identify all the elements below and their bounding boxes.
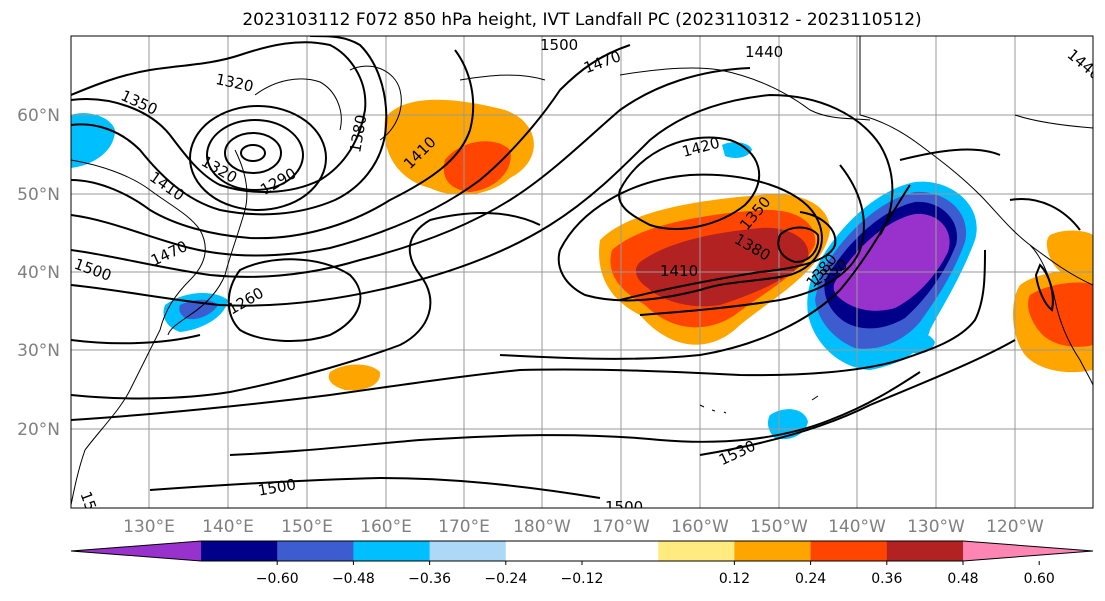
lon-label: 150°W: [750, 517, 808, 537]
height-contours: [71, 36, 1081, 499]
contour-label: 1410: [660, 262, 698, 280]
colorbar-swatch: [353, 541, 431, 561]
lat-label: 20°N: [17, 420, 60, 440]
lon-label: 140°E: [202, 517, 254, 537]
map-panel: 1320 1350 1410 1470 1500 1290 1320 1380 …: [70, 35, 1094, 516]
colorbar-swatch: [201, 541, 278, 561]
colorbar-tick-label: 0.36: [871, 571, 902, 587]
colorbar-tick-label: 0.48: [947, 571, 978, 587]
colorbar-swatch: [810, 541, 888, 561]
lon-label: 170°W: [592, 517, 650, 537]
ivt-negative-region: [767, 409, 808, 440]
colorbar-swatch: [886, 541, 964, 561]
contour-label: 1440: [745, 43, 783, 61]
ivt-negative-region: [833, 213, 950, 311]
colorbar-tick-label: −0.48: [332, 571, 375, 587]
colorbar-tick-label: −0.24: [484, 571, 527, 587]
lon-label: 130°W: [907, 517, 965, 537]
lat-label: 30°N: [17, 341, 60, 361]
longitude-labels: 130°E 140°E 150°E 160°E 170°E 180°W 170°…: [123, 517, 1044, 537]
colorbar-swatch: [582, 541, 659, 561]
colorbar-tick-label: 0.12: [719, 571, 750, 587]
map-title: 2023103112 F072 850 hPa height, IVT Land…: [242, 10, 921, 30]
colorbar-swatch: [734, 541, 812, 561]
lat-label: 60°N: [17, 106, 60, 126]
lon-label: 160°W: [671, 517, 729, 537]
lon-label: 140°W: [828, 517, 886, 537]
contour-label: 1500: [605, 498, 643, 516]
gridlines: [71, 36, 1093, 508]
lon-label: 170°E: [438, 517, 490, 537]
ivt-positive-region: [443, 141, 511, 192]
lon-label: 180°W: [513, 517, 571, 537]
colorbar: −0.60 −0.48 −0.36 −0.24 −0.12 0.12 0.24 0.36 0.4…: [70, 540, 1094, 587]
ivt-positive-region: [1046, 230, 1093, 282]
ivt-negative-region: [905, 333, 935, 354]
colorbar-tick-label: 0.24: [795, 571, 826, 587]
colorbar-swatch: [277, 541, 354, 561]
colorbar-tick-label: −0.36: [408, 571, 451, 587]
colorbar-extend-max: [963, 541, 1093, 561]
ivt-positive-region: [328, 364, 381, 391]
colorbar-tick-label: −0.12: [561, 571, 604, 587]
colorbar-outline: [70, 540, 1094, 562]
latitude-labels: 60°N 50°N 40°N 30°N 20°N: [17, 106, 60, 440]
colorbar-swatch: [429, 541, 507, 561]
contour-label: 1500: [540, 36, 578, 54]
lon-label: 120°W: [986, 517, 1044, 537]
coastlines: [71, 36, 1093, 506]
colorbar-swatch: [505, 541, 583, 561]
colorbar-tick-label: −0.60: [256, 571, 299, 587]
map-frame: [70, 35, 1094, 509]
lat-label: 40°N: [17, 263, 60, 283]
colorbar-tick-label: 0.60: [1024, 571, 1055, 587]
colorbar-swatch: [658, 541, 735, 561]
lon-label: 160°E: [360, 517, 412, 537]
colorbar-extend-min: [71, 541, 201, 561]
lon-label: 130°E: [123, 517, 175, 537]
lon-label: 150°E: [281, 517, 333, 537]
lat-label: 50°N: [17, 185, 60, 205]
